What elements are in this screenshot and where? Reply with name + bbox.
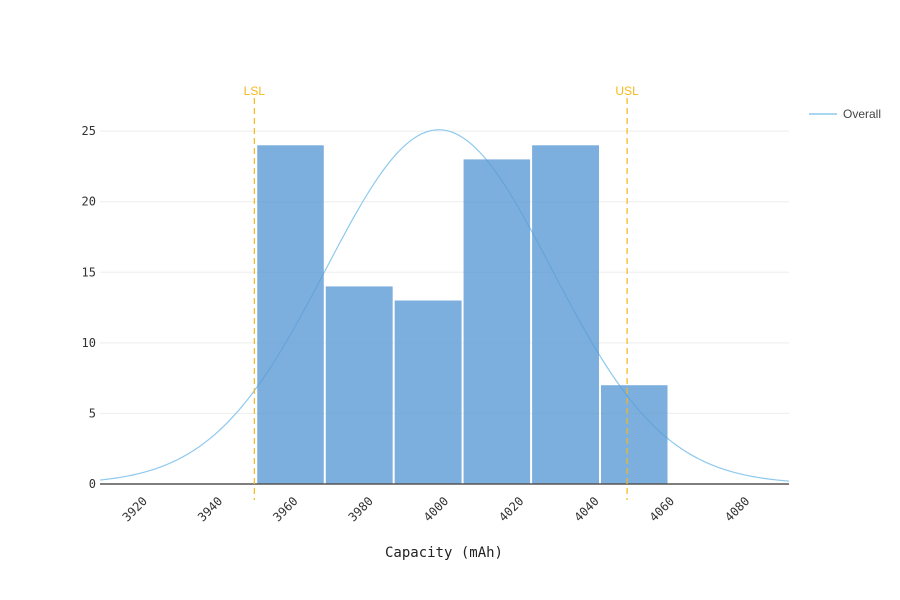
histogram-bar: [463, 159, 531, 484]
legend-label[interactable]: Overall: [843, 107, 881, 121]
y-tick-label: 0: [89, 477, 96, 491]
histogram-bar: [325, 286, 393, 484]
x-tick-label: 4040: [571, 494, 601, 524]
x-tick-label: 3940: [195, 494, 225, 524]
y-tick-label: 25: [82, 124, 96, 138]
x-axis-ticks: 3920 3940 3960 3980 4000 4020 4040 4060 4080: [120, 494, 753, 524]
x-tick-label: 3960: [270, 494, 300, 524]
distribution-curve-layer: [99, 129, 790, 482]
y-tick-label: 15: [82, 265, 96, 279]
distribution-curve: [99, 129, 790, 482]
y-tick-label: 10: [82, 336, 96, 350]
x-axis-title: Capacity (mAh): [385, 545, 503, 561]
histogram-bar: [257, 145, 324, 484]
x-tick-label: 4080: [722, 494, 752, 524]
y-tick-label: 5: [89, 406, 96, 420]
x-tick-label: 4020: [496, 494, 526, 524]
histogram-bars: [257, 145, 668, 484]
y-tick-label: 20: [82, 195, 96, 209]
histogram-bar: [532, 145, 599, 484]
spec-limit-label: USL: [615, 84, 639, 98]
y-axis-ticks: 0 5 10 15 20 25: [82, 124, 96, 491]
grid-lines: [100, 130, 789, 414]
x-tick-label: 4000: [421, 494, 451, 524]
spec-limit-lines: LSL USL: [244, 84, 639, 500]
x-tick-label: 4060: [647, 494, 677, 524]
x-tick-label: 3920: [120, 494, 150, 524]
x-tick-label: 3980: [346, 494, 376, 524]
histogram-bar: [394, 300, 462, 484]
spec-limit-label: LSL: [244, 84, 266, 98]
histogram-bar: [600, 385, 668, 484]
legend[interactable]: Overall: [809, 107, 881, 121]
